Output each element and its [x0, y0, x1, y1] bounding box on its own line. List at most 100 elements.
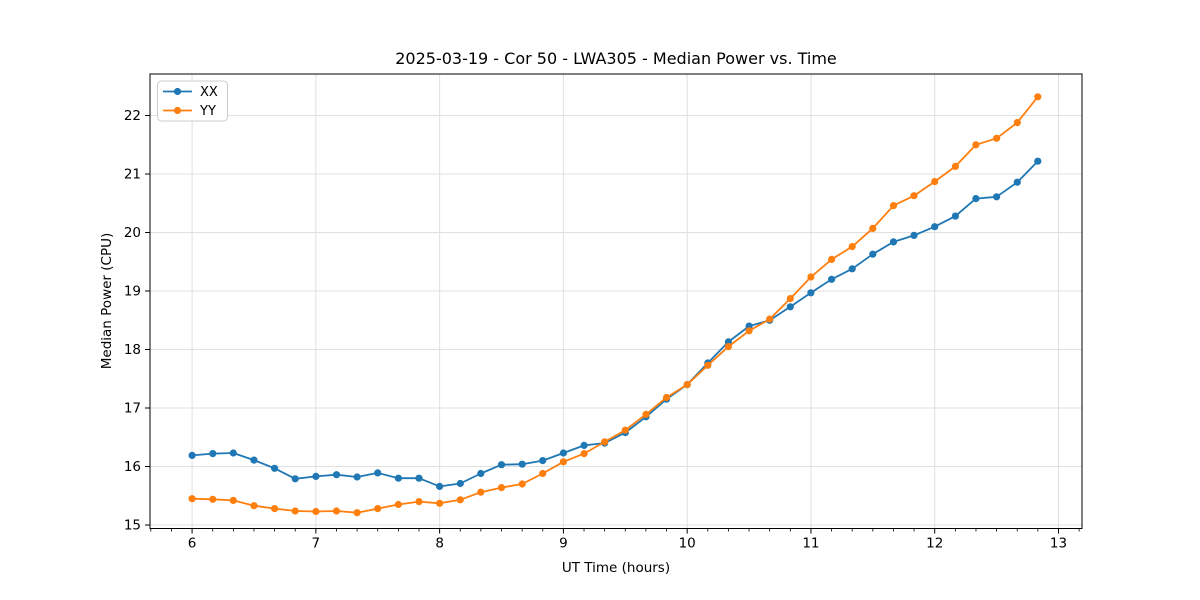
data-point-yy — [250, 502, 258, 510]
x-tick-label: 13 — [1050, 536, 1067, 552]
plot-border — [149, 73, 1083, 529]
data-point-yy — [291, 507, 299, 515]
x-tick-label: 11 — [802, 536, 819, 552]
legend-box: XX YY — [157, 80, 228, 122]
data-point-yy — [332, 507, 341, 515]
data-point-xx — [993, 193, 1001, 201]
data-point-yy — [993, 134, 1001, 142]
data-point-xx — [312, 472, 320, 480]
y-tick-label: 16 — [124, 459, 141, 475]
data-point-yy — [972, 141, 980, 149]
data-point-yy — [394, 500, 402, 509]
data-point-yy — [683, 381, 691, 389]
data-point-yy — [477, 488, 485, 496]
data-point-yy — [745, 327, 753, 335]
data-point-yy — [786, 295, 794, 303]
data-point-xx — [1013, 178, 1021, 186]
legend-marker-xx-icon — [173, 87, 182, 96]
data-series — [188, 93, 1042, 517]
data-point-yy — [642, 410, 650, 418]
data-point-xx — [910, 231, 918, 239]
data-point-yy — [312, 507, 320, 516]
data-point-xx — [332, 471, 341, 479]
y-tick-label: 22 — [124, 108, 141, 124]
tick-labels: 6 7 8 9 10 11 12 13 15 16 17 18 19 20 21 22 — [124, 108, 1067, 551]
data-point-yy — [188, 495, 196, 503]
data-point-yy — [828, 255, 836, 263]
legend-marker-yy-icon — [173, 106, 182, 115]
y-tick-label: 20 — [124, 225, 141, 241]
data-point-yy — [1034, 93, 1042, 101]
data-point-yy — [436, 499, 444, 507]
data-point-xx — [394, 474, 402, 482]
data-point-yy — [497, 484, 506, 492]
data-point-yy — [518, 480, 526, 488]
data-point-xx — [559, 449, 568, 457]
data-point-yy — [704, 361, 712, 369]
data-point-xx — [456, 479, 464, 488]
y-tick-label: 17 — [124, 401, 141, 417]
data-point-xx — [271, 464, 279, 472]
data-point-yy — [889, 202, 898, 210]
x-axis-label: UT Time (hours) — [562, 560, 670, 576]
data-point-yy — [580, 450, 588, 458]
data-point-xx — [1034, 157, 1042, 165]
grid-lines — [150, 74, 1082, 529]
data-point-yy — [1013, 119, 1021, 127]
data-point-yy — [456, 496, 464, 504]
data-point-yy — [229, 496, 237, 504]
x-tick-label: 9 — [559, 536, 568, 552]
data-point-yy — [724, 343, 733, 351]
chart-title: 2025-03-19 - Cor 50 - LWA305 - Median Po… — [395, 49, 837, 68]
series-line-yy — [192, 96, 1039, 514]
data-point-yy — [271, 505, 279, 513]
data-point-xx — [869, 250, 877, 258]
data-point-yy — [662, 393, 671, 402]
data-point-yy — [374, 505, 382, 513]
data-point-xx — [786, 303, 794, 311]
data-point-yy — [209, 495, 217, 503]
x-tick-label: 10 — [679, 536, 696, 552]
data-point-yy — [415, 498, 423, 506]
data-point-xx — [436, 482, 444, 490]
data-point-xx — [972, 195, 980, 203]
x-tick-label: 6 — [188, 536, 197, 552]
x-tick-label: 8 — [435, 536, 444, 552]
data-point-xx — [291, 475, 299, 483]
y-axis-label: Median Power (CPU) — [99, 233, 115, 369]
data-point-xx — [497, 461, 506, 469]
series-line-xx — [192, 160, 1039, 488]
data-point-xx — [931, 223, 939, 231]
x-tick-label: 12 — [926, 536, 943, 552]
data-point-yy — [766, 315, 774, 323]
data-point-yy — [807, 273, 815, 281]
data-point-xx — [374, 469, 382, 477]
data-point-xx — [477, 469, 485, 478]
data-point-yy — [601, 438, 609, 446]
data-point-yy — [621, 426, 629, 434]
data-point-xx — [250, 456, 258, 464]
x-tick-label: 7 — [312, 536, 321, 552]
data-point-yy — [951, 162, 960, 170]
data-point-xx — [539, 457, 547, 465]
y-tick-label: 18 — [124, 342, 141, 358]
data-point-xx — [580, 441, 588, 449]
data-point-xx — [951, 212, 960, 220]
data-point-yy — [848, 243, 856, 251]
data-point-yy — [559, 458, 568, 466]
data-point-xx — [807, 289, 815, 297]
data-point-yy — [869, 224, 877, 232]
data-point-yy — [353, 509, 361, 517]
y-tick-label: 19 — [124, 284, 141, 300]
legend-label-yy: YY — [199, 104, 216, 119]
data-point-xx — [518, 460, 526, 468]
data-point-xx — [889, 238, 898, 246]
data-point-yy — [539, 469, 547, 478]
data-point-xx — [229, 449, 237, 457]
legend-label-xx: XX — [200, 85, 218, 100]
data-point-xx — [209, 450, 217, 458]
y-tick-label: 21 — [124, 167, 141, 183]
data-point-xx — [828, 275, 836, 283]
